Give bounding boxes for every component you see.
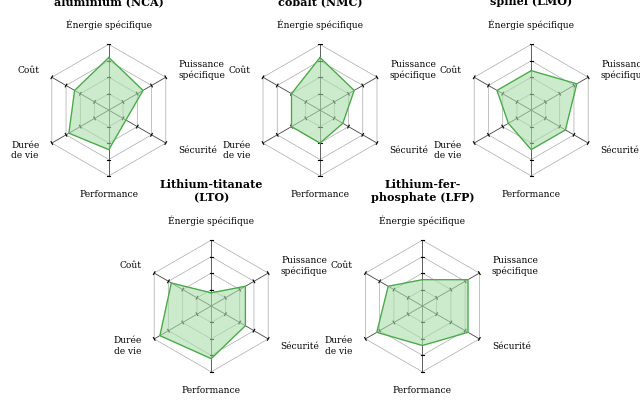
Title: Lithium-fer-
phosphate (LFP): Lithium-fer- phosphate (LFP) [371,180,474,203]
Title: Lithium-titanate
(LTO): Lithium-titanate (LTO) [159,180,263,203]
Text: Puissance
spécifique: Puissance spécifique [601,60,640,80]
Text: Sécurité: Sécurité [281,341,319,350]
Text: Puissance
spécifique: Puissance spécifique [179,60,225,80]
Text: Sécurité: Sécurité [601,146,639,155]
Text: Durée
de vie: Durée de vie [222,141,250,160]
Text: Durée
de vie: Durée de vie [11,141,39,160]
Text: Durée
de vie: Durée de vie [113,337,141,356]
Text: Performance: Performance [393,386,452,395]
Text: Énergie spécifique: Énergie spécifique [380,215,465,226]
Title: Lithium-nickel-manganèse-
cobalt (NMC): Lithium-nickel-manganèse- cobalt (NMC) [234,0,406,7]
Text: Durée
de vie: Durée de vie [433,141,461,160]
Text: Sécurité: Sécurité [492,341,531,350]
Polygon shape [291,58,354,143]
Polygon shape [69,58,143,150]
Text: Énergie spécifique: Énergie spécifique [277,19,363,30]
Text: Puissance
spécifique: Puissance spécifique [281,256,328,276]
Text: Performance: Performance [79,191,138,200]
Polygon shape [377,279,468,346]
Text: Puissance
spécifique: Puissance spécifique [492,256,539,276]
Text: Énergie spécifique: Énergie spécifique [168,215,254,226]
Text: Énergie spécifique: Énergie spécifique [66,19,152,30]
Text: Coût: Coût [228,66,250,75]
Text: Durée
de vie: Durée de vie [324,337,353,356]
Text: Coût: Coût [331,262,353,271]
Text: Coût: Coût [17,66,39,75]
Text: Énergie spécifique: Énergie spécifique [488,19,574,30]
Text: Sécurité: Sécurité [390,146,428,155]
Text: Coût: Coût [440,66,461,75]
Text: Sécurité: Sécurité [179,146,217,155]
Text: Puissance
spécifique: Puissance spécifique [390,60,436,80]
Polygon shape [160,283,245,359]
Polygon shape [497,71,577,150]
Text: Coût: Coût [120,262,141,271]
Title: Lithium-manganèse-
spinel (LMO): Lithium-manganèse- spinel (LMO) [467,0,596,7]
Text: Performance: Performance [182,386,241,395]
Text: Performance: Performance [502,191,561,200]
Text: Performance: Performance [291,191,349,200]
Title: Lithium-nickel-cobalt-
aluminium (NCA): Lithium-nickel-cobalt- aluminium (NCA) [38,0,179,7]
